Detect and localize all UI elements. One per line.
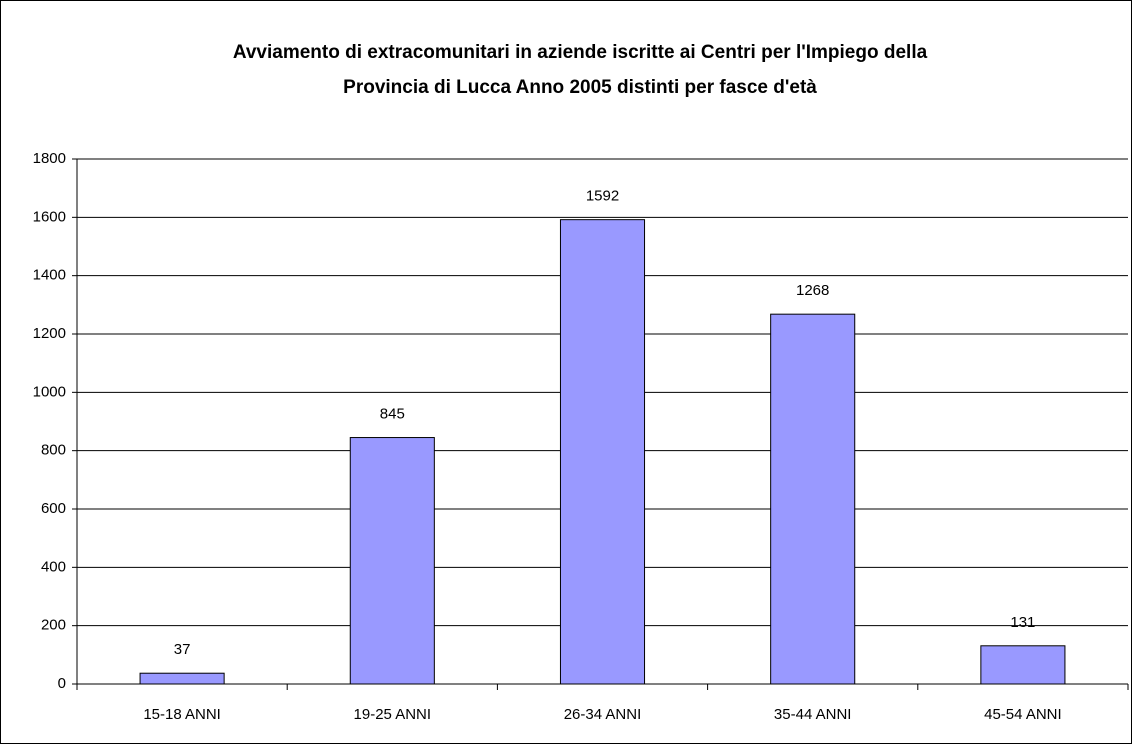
y-tick-label: 0: [58, 675, 66, 692]
x-tick-label: 35-44 ANNI: [774, 706, 852, 723]
y-tick-label: 1400: [33, 267, 66, 284]
data-label: 1268: [796, 282, 829, 299]
bar: [980, 645, 1066, 685]
y-tick-label: 200: [41, 617, 66, 634]
bar: [349, 437, 435, 685]
x-tick-label: 19-25 ANNI: [354, 706, 432, 723]
y-tick-label: 1200: [33, 325, 66, 342]
bar: [559, 219, 646, 685]
y-tick-label: 400: [41, 558, 66, 575]
x-tick-label: 26-34 ANNI: [564, 706, 642, 723]
chart-title: Avviamento di extracomunitari in aziende…: [233, 42, 928, 63]
y-tick-label: 1600: [33, 208, 66, 225]
y-tick-label: 800: [41, 442, 66, 459]
data-label: 1592: [586, 188, 619, 205]
y-tick-label: 600: [41, 500, 66, 517]
y-tick-label: 1800: [33, 150, 66, 167]
y-tick-label: 1000: [33, 383, 66, 400]
bar: [770, 313, 856, 685]
data-label: 37: [174, 641, 191, 658]
x-tick-label: 15-18 ANNI: [143, 706, 221, 723]
x-tick-label: 45-54 ANNI: [984, 706, 1062, 723]
data-label: 131: [1010, 614, 1035, 631]
chart-title: Provincia di Lucca Anno 2005 distinti pe…: [343, 77, 817, 98]
bar: [139, 672, 225, 685]
data-label: 845: [380, 406, 405, 423]
